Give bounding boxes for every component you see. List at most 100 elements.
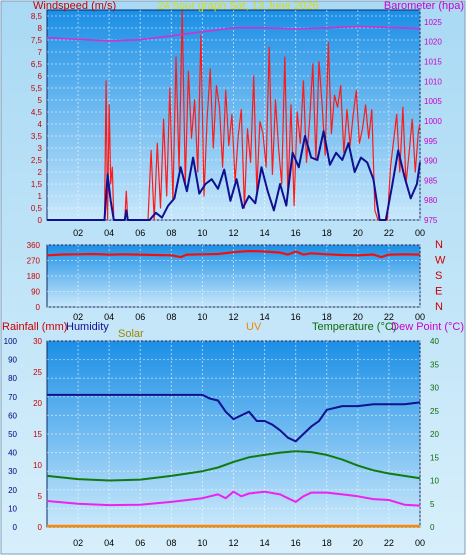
x-tick-label: 00 [415,312,425,322]
dew-point-series-line [46,490,421,507]
windspeed-tick-label: 2,5 [31,156,43,165]
chart-title: 24 hour graph Sat, 13 June 2026 [158,0,319,12]
barometer-axis-label: Barometer (hpa) [384,0,464,12]
compass-label: S [435,270,442,282]
windspeed-tick-label: 6,5 [31,60,43,69]
direction-tick-label: 90 [31,288,40,297]
x-tick-label: 02 [73,312,83,322]
x-tick-label: 02 [73,538,83,548]
windspeed-tick-label: 4,5 [31,108,43,117]
windspeed-tick-label: 7,5 [31,36,43,45]
windspeed-tick-label: 5,5 [31,84,43,93]
barometer-tick-label: 990 [424,157,438,166]
barometer-tick-label: 1000 [424,117,442,126]
average-wind-series-line [47,130,421,221]
direction-axis-ticks: 0 90 180 270 360 [27,241,41,312]
direction-tick-label: 360 [27,241,41,250]
windspeed-tick-label: 5 [38,96,43,105]
x-tick-label: 16 [291,312,301,322]
x-tick-label: 08 [166,312,176,322]
compass-label: W [435,255,446,267]
x-tick-label: 14 [260,312,270,322]
humidity-tick-label: 40 [8,449,17,458]
x-tick-label: 06 [135,228,145,238]
temperature-tick-label: 5 [430,500,435,509]
windspeed-tick-label: 8,5 [31,12,43,21]
x-tick-label: 12 [228,228,238,238]
humidity-tick-label: 70 [8,393,17,402]
x-tick-label: 22 [384,312,394,322]
temperature-tick-label: 40 [430,337,439,346]
panel-legend: Rainfall (mm)Humidity Solar UV Temperature … [2,321,464,340]
x-tick-label: 20 [353,538,363,548]
rainfall-tick-label: 30 [33,337,42,346]
windspeed-tick-label: 6 [38,72,43,81]
barometer-tick-label: 1010 [424,77,442,86]
x-tick-label: 04 [104,228,114,238]
windspeed-axis-ticks: 0 0,5 1 1,5 2 2,5 3 3,5 4 4,5 5 5,5 6 6,5 7 7,5 8 8,5 [31,12,43,225]
humidity-tick-label: 30 [8,467,17,476]
humidity-tick-label: 20 [8,486,17,495]
rainfall-tick-label: 20 [33,399,42,408]
windspeed-tick-label: 3,5 [31,132,43,141]
barometer-tick-label: 980 [424,196,438,205]
humidity-series-line [47,393,421,443]
temperature-tick-label: 0 [430,523,435,532]
temperature-tick-label: 30 [430,384,439,393]
direction-tick-label: 270 [27,257,41,266]
rainfall-tick-label: 5 [38,492,43,501]
compass-label: E [435,286,442,298]
humidity-tick-label: 80 [8,374,17,383]
x-tick-label: 06 [135,538,145,548]
x-tick-label: 04 [104,538,114,548]
x-tick-label: 08 [166,538,176,548]
humidity-tick-label: 0 [13,523,18,532]
x-tick-label: 14 [260,228,270,238]
direction-tick-label: 0 [36,303,41,312]
temperature-tick-label: 15 [430,453,439,462]
barometer-tick-label: 985 [424,176,438,185]
humidity-tick-label: 10 [8,504,17,513]
humidity-tick-label: 100 [4,337,18,346]
x-tick-label: 12 [228,538,238,548]
humidity-tick-label: 50 [8,430,17,439]
temperature-x-axis-ticks: 02 04 06 08 10 12 14 16 18 20 22 00 [73,538,425,548]
rainfall-axis-ticks: 0 5 10 15 20 25 30 [33,337,42,532]
barometer-tick-label: 1025 [424,18,442,27]
legend-uv: UV [246,321,262,333]
legend-solar: Solar [118,328,144,340]
x-tick-label: 08 [166,228,176,238]
x-tick-label: 16 [291,228,301,238]
windspeed-tick-label: 4 [38,120,43,129]
x-tick-label: 04 [104,312,114,322]
x-tick-label: 00 [415,538,425,548]
windspeed-tick-label: 7 [38,48,43,57]
rainfall-tick-label: 0 [38,523,43,532]
rainfall-tick-label: 10 [33,461,42,470]
x-tick-label: 10 [197,538,207,548]
windspeed-tick-label: 1 [38,192,43,201]
x-tick-label: 02 [73,228,83,238]
windspeed-tick-label: 2 [38,168,43,177]
x-tick-label: 16 [291,538,301,548]
windspeed-tick-label: 3 [38,144,43,153]
x-tick-label: 18 [322,538,332,548]
rainfall-tick-label: 25 [33,368,42,377]
temperature-tick-label: 10 [430,477,439,486]
barometer-tick-label: 995 [424,137,438,146]
temperature-series-line [46,450,421,482]
humidity-axis-ticks: 0 10 20 30 40 50 60 70 80 90 100 [4,337,18,532]
direction-x-axis-ticks: 02 04 06 08 10 12 14 16 18 20 22 00 [73,312,425,322]
wind-x-axis-ticks: 02 04 06 08 10 12 14 16 18 20 22 00 [73,228,425,238]
wind-direction-series-line [46,249,421,259]
humidity-tick-label: 90 [8,356,17,365]
x-tick-label: 22 [384,538,394,548]
rainfall-tick-label: 15 [33,430,42,439]
x-tick-label: 20 [353,228,363,238]
x-tick-label: 18 [322,312,332,322]
x-tick-label: 06 [135,312,145,322]
legend-humidity: Humidity [66,321,109,333]
windspeed-axis-label: Windspeed (m/s) [33,0,116,12]
barometer-axis-ticks: 975 980 985 990 995 1000 1005 1010 1015 1020 1025 [424,18,442,225]
